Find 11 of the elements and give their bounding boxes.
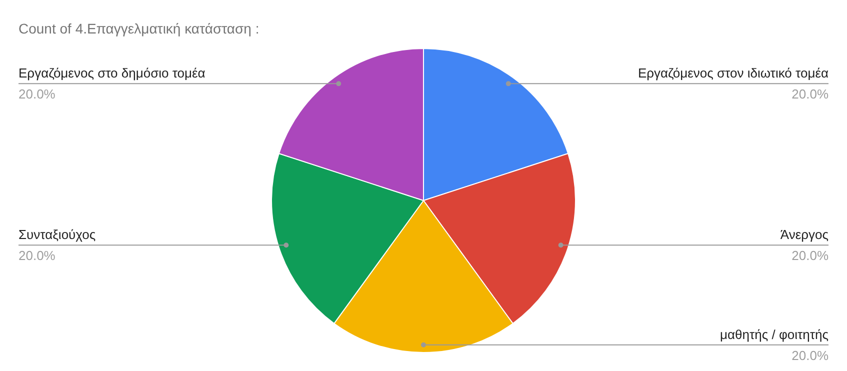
data-label: 20.0% (18, 248, 56, 264)
data-label: 20.0% (792, 248, 829, 264)
slice-label: Άνεργος (780, 227, 829, 242)
slice-label: Συνταξιούχος (18, 227, 96, 242)
slice-label: μαθητής / φοιτητής (720, 326, 829, 342)
chart-title: Count of 4.Επαγγελματική κατάσταση : (18, 20, 260, 36)
data-label: 20.0% (792, 348, 829, 363)
slice-label: Εργαζόμενος στον ιδιωτικό τομέα (638, 66, 829, 81)
data-label: 20.0% (18, 86, 56, 102)
slice-label: Εργαζόμενος στο δημόσιο τομέα (18, 66, 206, 81)
data-label: 20.0% (792, 86, 829, 102)
